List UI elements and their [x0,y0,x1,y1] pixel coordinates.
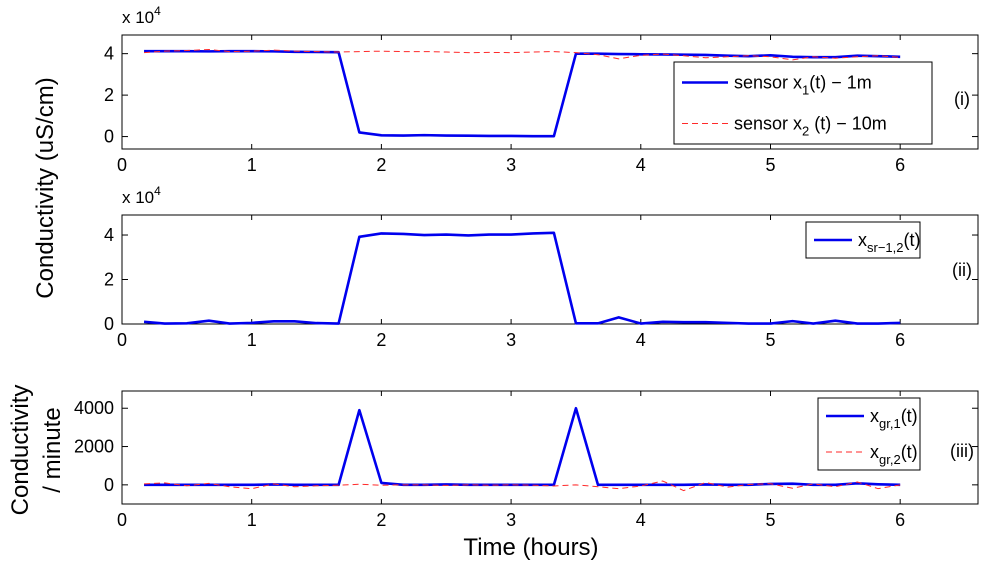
legend-label: xsr−1,2(t) [858,230,921,255]
legend: sensor x1(t) − 1m sensor x2 (t) − 10m [673,61,933,145]
ylabel-top: Conductivity (uS/cm) [32,77,59,298]
y-tick-label: 2 [104,270,114,290]
x-tick-label: 3 [506,510,516,530]
x-tick-label: 6 [895,155,905,175]
legend: xgr,1(t) xgr,2(t) [817,397,921,471]
x-tick-label: 1 [247,330,257,350]
x-tick-label: 1 [247,510,257,530]
y-tick-label: 0 [104,127,114,147]
series-line-1 [144,406,901,487]
x-tick-label: 3 [506,155,516,175]
legend: xsr−1,2(t) [805,221,921,259]
x-tick-label: 2 [376,155,386,175]
x-tick-label: 5 [765,155,775,175]
y-tick-label: 4000 [74,398,114,418]
axes-frame [121,34,979,150]
legend-box [673,61,933,145]
ylabel-bottom-line1: Conductivity [7,385,34,516]
y-tick-label: 0 [104,314,114,334]
panel-label: (ii) [952,260,972,280]
y-tick-label: 2 [104,85,114,105]
x-tick-label: 0 [117,155,127,175]
x-tick-label: 1 [247,155,257,175]
ylabel-bottom-line2: / minute [39,407,66,492]
y-exponent-label: x 104 [122,184,161,207]
panel-3: 0 1 2 3 4 5 6 0 2000 4000 xgr,1(t) xgr,2(t) (iii) [74,390,979,530]
series-line-2 [144,49,901,61]
x-tick-label: 2 [376,330,386,350]
panel-label: (iii) [950,441,974,461]
axes-frame [121,214,979,325]
x-tick-label: 4 [636,330,646,350]
x-tick-label: 5 [765,330,775,350]
axes-frame [121,390,979,505]
legend-label: xgr,1(t) [870,406,918,431]
x-tick-label: 6 [895,510,905,530]
x-tick-label: 0 [117,510,127,530]
x-tick-label: 3 [506,330,516,350]
y-tick-label: 0 [104,475,114,495]
x-tick-label: 6 [895,330,905,350]
y-tick-label: 2000 [74,437,114,457]
xlabel: Time (hours) [463,534,598,561]
x-tick-label: 0 [117,330,127,350]
legend-label: xgr,2(t) [870,442,918,467]
x-tick-label: 2 [376,510,386,530]
y-exponent-power: 4 [154,4,161,18]
legend-label: sensor x1(t) − 1m [734,73,872,98]
legend-box [817,397,921,471]
x-tick-label: 4 [636,510,646,530]
legend-label: sensor x2 (t) − 10m [734,114,887,139]
y-tick-label: 4 [104,225,114,245]
series-line-1 [143,231,901,325]
series-line-1 [144,49,901,138]
y-tick-label: 4 [104,44,114,64]
y-exponent-power: 4 [154,184,161,198]
y-exponent-label: x 104 [122,4,161,27]
x-tick-label: 5 [765,510,775,530]
x-tick-label: 4 [636,155,646,175]
panel-label: (i) [954,89,970,109]
